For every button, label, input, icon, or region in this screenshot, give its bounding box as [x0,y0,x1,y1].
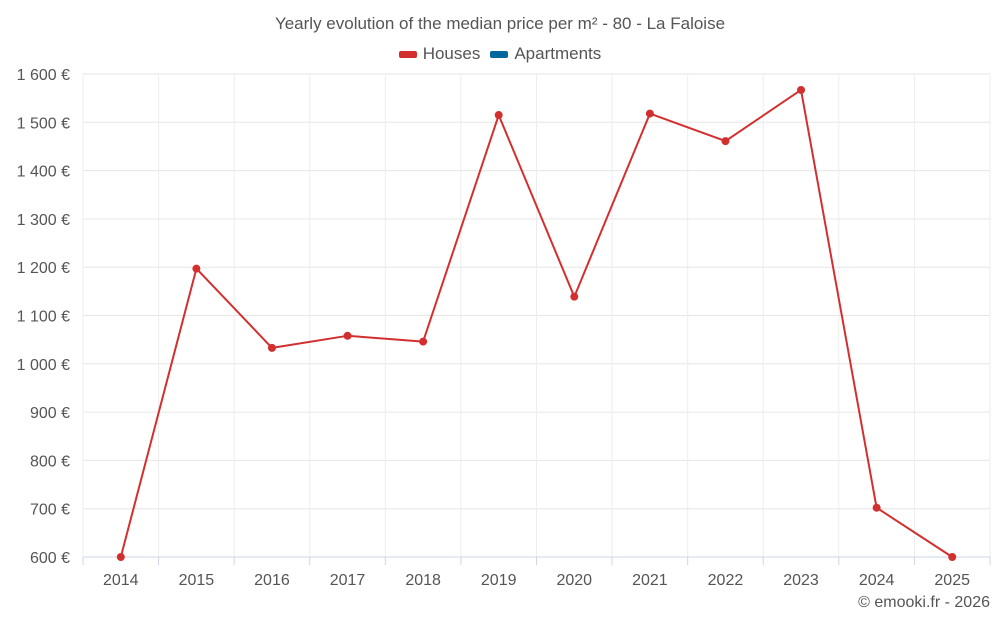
data-point-houses [192,264,201,273]
chart-title: Yearly evolution of the median price per… [274,14,726,33]
data-point-houses [872,503,881,512]
y-tick-label: 1 300 € [17,212,70,229]
chart-legend: Houses Apartments [0,44,1000,64]
legend-item-apartments[interactable]: Apartments [490,44,601,64]
y-tick-label: 700 € [30,502,70,519]
data-point-houses [116,553,125,561]
data-point-houses [267,343,276,352]
data-point-houses [797,85,806,94]
legend-item-houses[interactable]: Houses [398,44,481,64]
data-point-houses [343,331,352,340]
legend-label-houses: Houses [422,44,481,63]
data-point-houses [419,337,428,346]
data-point-houses [494,111,503,120]
x-tick-label: 2022 [708,572,744,589]
x-tick-label: 2025 [934,572,970,589]
x-tick-label: 2017 [330,572,366,589]
x-tick-label: 2015 [179,572,215,589]
data-point-houses [645,109,654,118]
x-tick-label: 2020 [556,572,592,589]
y-tick-label: 1 500 € [17,115,70,132]
data-point-houses [948,553,957,561]
y-tick-label: 1 200 € [17,260,70,277]
x-tick-label: 2019 [481,572,517,589]
credit-text: © emooki.fr - 2026 [858,594,990,611]
legend-swatch-houses [398,50,417,58]
x-tick-label: 2014 [103,572,139,589]
series-line-houses [119,88,953,558]
x-tick-label: 2016 [254,572,290,589]
y-tick-label: 1 600 € [17,67,70,84]
legend-swatch-apartments [490,50,509,58]
y-tick-label: 600 € [30,550,70,567]
y-tick-label: 1 100 € [17,309,70,326]
legend-label-apartments: Apartments [514,44,602,63]
x-tick-label: 2021 [632,572,668,589]
y-tick-label: 800 € [30,453,70,470]
x-tick-label: 2018 [405,572,441,589]
data-point-houses [570,292,579,301]
y-tick-label: 1 400 € [17,164,70,181]
x-tick-label: 2024 [859,572,895,589]
x-tick-label: 2023 [783,572,819,589]
y-tick-label: 900 € [30,405,70,422]
data-point-houses [721,137,730,146]
y-tick-label: 1 000 € [17,357,70,374]
